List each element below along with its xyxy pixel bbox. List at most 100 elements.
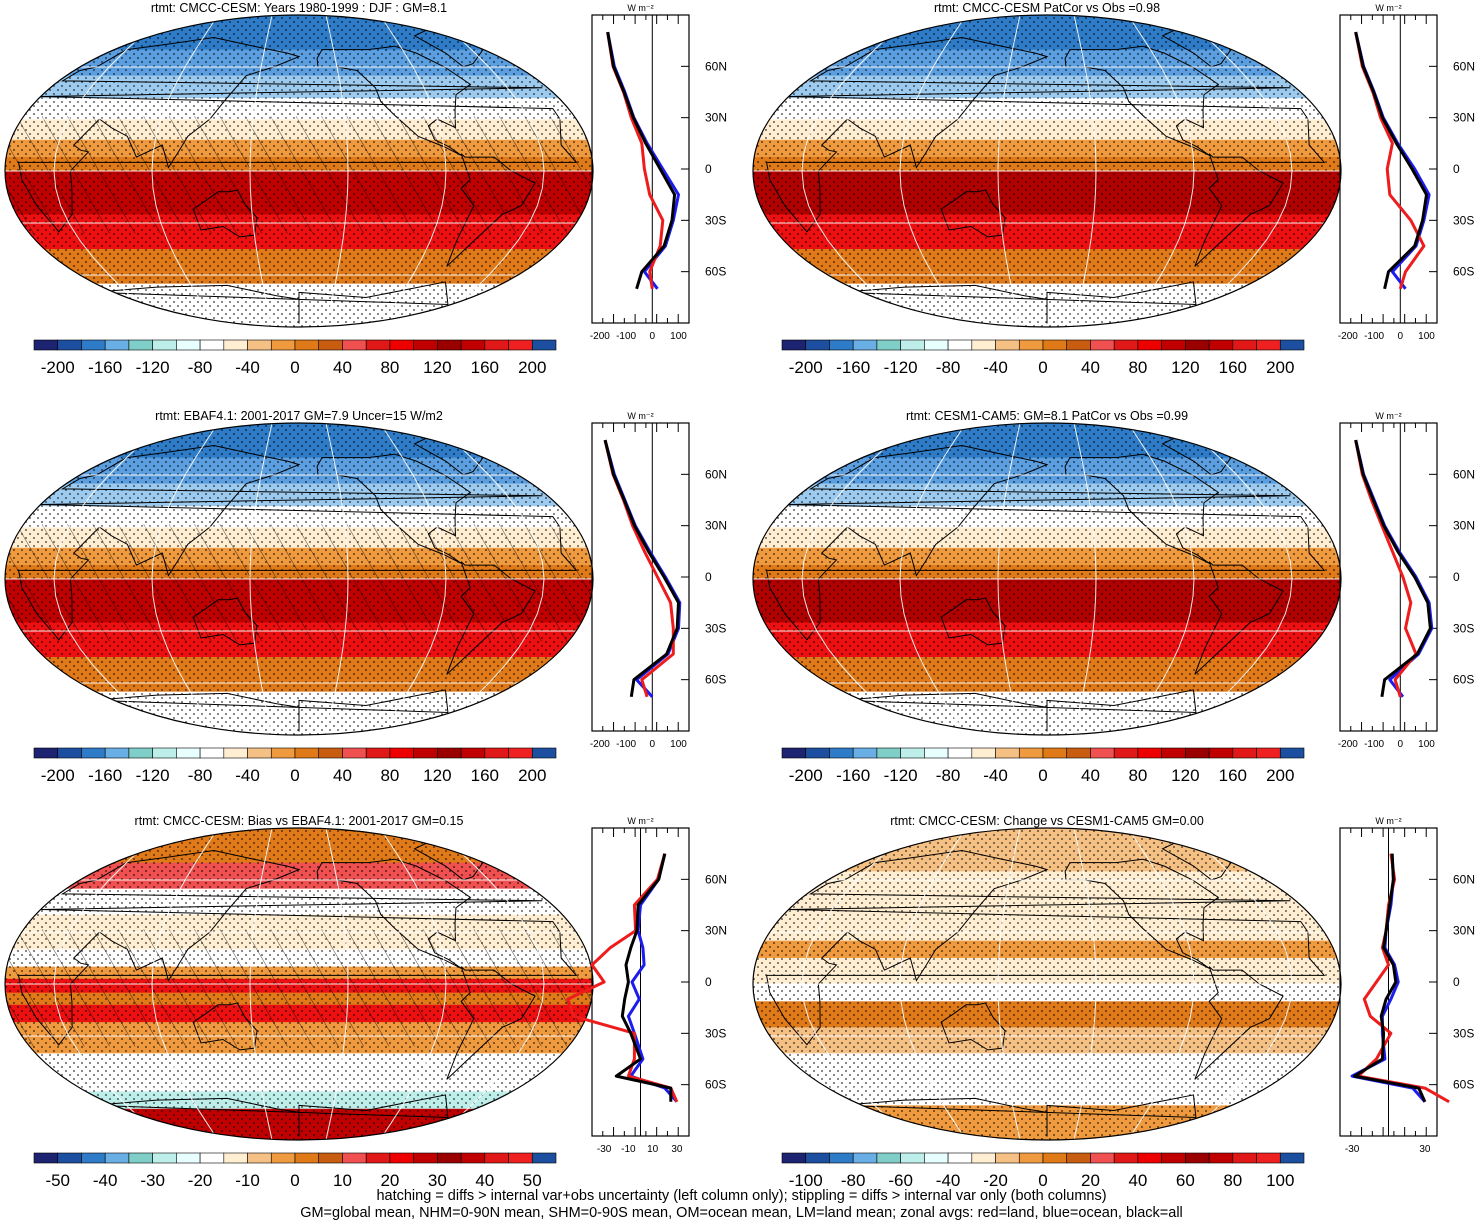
panel-title: rtmt: CMCC-CESM: Change vs CESM1-CAM5 GM…: [890, 814, 1204, 828]
zonal-x-tick-label: -100: [616, 739, 636, 750]
panel-title: rtmt: CMCC-CESM: Bias vs EBAF4.1: 2001-2…: [135, 814, 464, 828]
panel-title: rtmt: EBAF4.1: 2001-2017 GM=7.9 Uncer=15…: [155, 409, 443, 423]
colorbar-swatch: [531, 339, 557, 351]
panel-4: rtmt: CESM1-CAM5: GM=8.1 PatCor vs Obs =…: [752, 409, 1475, 785]
colorbar-swatch: [176, 339, 201, 351]
zonal-mean-all-line: [1353, 853, 1427, 1103]
colorbar-tick-label: 0: [1038, 1171, 1047, 1190]
panel-6: rtmt: CMCC-CESM: Change vs CESM1-CAM5 GM…: [752, 814, 1475, 1190]
colorbar-swatch: [1066, 339, 1091, 351]
colorbar-swatch: [1090, 747, 1115, 759]
colorbar-swatch: [176, 1152, 201, 1164]
colorbar-swatch: [57, 747, 82, 759]
zonal-x-tick-label: 0: [1398, 331, 1404, 342]
zonal-mean-panel: W m⁻² -200 -100 0 100 60N 30N 0 30S 60S: [1338, 411, 1475, 750]
colorbar-swatch: [924, 1152, 949, 1164]
colorbar-tick-label: 160: [1219, 358, 1247, 377]
colorbar-tick-label: 30: [428, 1171, 447, 1190]
lat-tick-label: 60S: [705, 673, 726, 687]
colorbar-tick-label: 60: [1176, 1171, 1195, 1190]
colorbar-swatch: [365, 339, 391, 351]
colorbar-swatch: [781, 1152, 807, 1164]
colorbar-tick-label: -20: [188, 1171, 213, 1190]
colorbar-swatch: [247, 339, 272, 351]
colorbar-tick-label: 40: [333, 358, 352, 377]
colorbar-tick-label: -160: [836, 766, 870, 785]
hatching: [5, 929, 593, 1047]
colorbar-swatch: [389, 747, 414, 759]
panel-title: rtmt: CMCC-CESM PatCor vs Obs =0.98: [934, 1, 1160, 15]
colorbar-swatch: [342, 747, 367, 759]
zonal-x-tick-label: 100: [1418, 739, 1435, 750]
colorbar-tick-label: 120: [423, 358, 451, 377]
zonal-x-tick-label: -200: [590, 331, 610, 342]
colorbar-swatch: [365, 1152, 391, 1164]
colorbar-swatch: [318, 339, 343, 351]
colorbar-tick-label: -100: [789, 1171, 823, 1190]
map-border: [752, 14, 1342, 328]
colorbar-tick-label: -30: [140, 1171, 165, 1190]
colorbar-tick-label: 160: [471, 358, 499, 377]
colorbar-swatch: [1256, 339, 1281, 351]
colorbar-tick-label: 40: [333, 766, 352, 785]
colorbar-tick-label: 0: [290, 358, 299, 377]
lat-tick-label: 60S: [1453, 1078, 1474, 1092]
colorbar-tick-label: 200: [1266, 766, 1294, 785]
lat-tick-label: 0: [1453, 975, 1460, 989]
colorbar-swatch: [1279, 747, 1305, 759]
colorbar-swatch: [1279, 1152, 1305, 1164]
zonal-mean-panel: W m⁻² -200 -100 0 100 60N 30N 0 30S 60S: [590, 411, 727, 750]
zonal-mean-panel: W m⁻² -200 -100 0 100 60N 30N 0 30S 60S: [590, 3, 727, 342]
colorbar-swatch: [829, 1152, 854, 1164]
zonal-units-label: W m⁻²: [627, 816, 653, 826]
zonal-x-tick-label: 30: [1419, 1144, 1431, 1155]
lat-tick-label: 30N: [1453, 924, 1475, 938]
colorbar-swatch: [781, 339, 807, 351]
colorbar-swatch: [1137, 339, 1162, 351]
lat-tick-label: 60S: [705, 265, 726, 279]
colorbar-tick-label: 0: [1038, 766, 1047, 785]
colorbar-tick-label: -120: [884, 766, 918, 785]
colorbar-swatch: [781, 747, 807, 759]
colorbar-tick-label: -160: [88, 358, 122, 377]
colorbar-swatch: [152, 747, 177, 759]
colorbar-tick-label: 20: [1081, 1171, 1100, 1190]
colorbar-swatch: [81, 1152, 106, 1164]
colorbar-tick-label: 80: [380, 766, 399, 785]
colorbar-swatch: [971, 747, 996, 759]
colorbar-swatch: [1042, 747, 1068, 759]
colorbar: -200 -160 -120 -80 -40 0 40 80 120 160 200: [33, 339, 557, 377]
lat-tick-label: 30N: [705, 924, 727, 938]
zonal-mean-panel: W m⁻² -200 -100 0 100 60N 30N 0 30S 60S: [1338, 3, 1475, 342]
colorbar-tick-label: 160: [1219, 766, 1247, 785]
colorbar-tick-label: 10: [333, 1171, 352, 1190]
colorbar-swatch: [33, 339, 59, 351]
colorbar-swatch: [199, 339, 225, 351]
colorbar-swatch: [270, 747, 296, 759]
colorbar-tick-label: -200: [41, 358, 75, 377]
lat-tick-label: 30S: [705, 213, 726, 227]
colorbar-swatch: [1185, 339, 1210, 351]
zonal-x-tick-label: -10: [621, 1144, 636, 1155]
colorbar-swatch: [1018, 747, 1044, 759]
zonal-mean-panel: W m⁻² -30 -10 10 30 60N 30N 0 30S 60S: [566, 816, 727, 1155]
colorbar-swatch: [1185, 747, 1210, 759]
zonal-mean-panel: W m⁻² -30 30 60N 30N 0 30S 60S: [1339, 816, 1475, 1155]
colorbar-swatch: [389, 339, 414, 351]
colorbar-swatch: [413, 1152, 438, 1164]
colorbar-swatch: [508, 339, 533, 351]
colorbar-swatch: [342, 339, 367, 351]
lat-tick-label: 30N: [705, 111, 727, 125]
colorbar-swatch: [1042, 339, 1068, 351]
colorbar-tick-label: 0: [1038, 358, 1047, 377]
colorbar-swatch: [1137, 1152, 1162, 1164]
colorbar-tick-label: 200: [518, 766, 546, 785]
colorbar-swatch: [1256, 747, 1281, 759]
colorbar-tick-label: -40: [983, 358, 1008, 377]
lat-tick-label: 60N: [1453, 467, 1475, 481]
colorbar-swatch: [1208, 339, 1234, 351]
colorbar-tick-label: 200: [1266, 358, 1294, 377]
lat-tick-label: 60S: [705, 1078, 726, 1092]
colorbar-swatch: [900, 1152, 925, 1164]
